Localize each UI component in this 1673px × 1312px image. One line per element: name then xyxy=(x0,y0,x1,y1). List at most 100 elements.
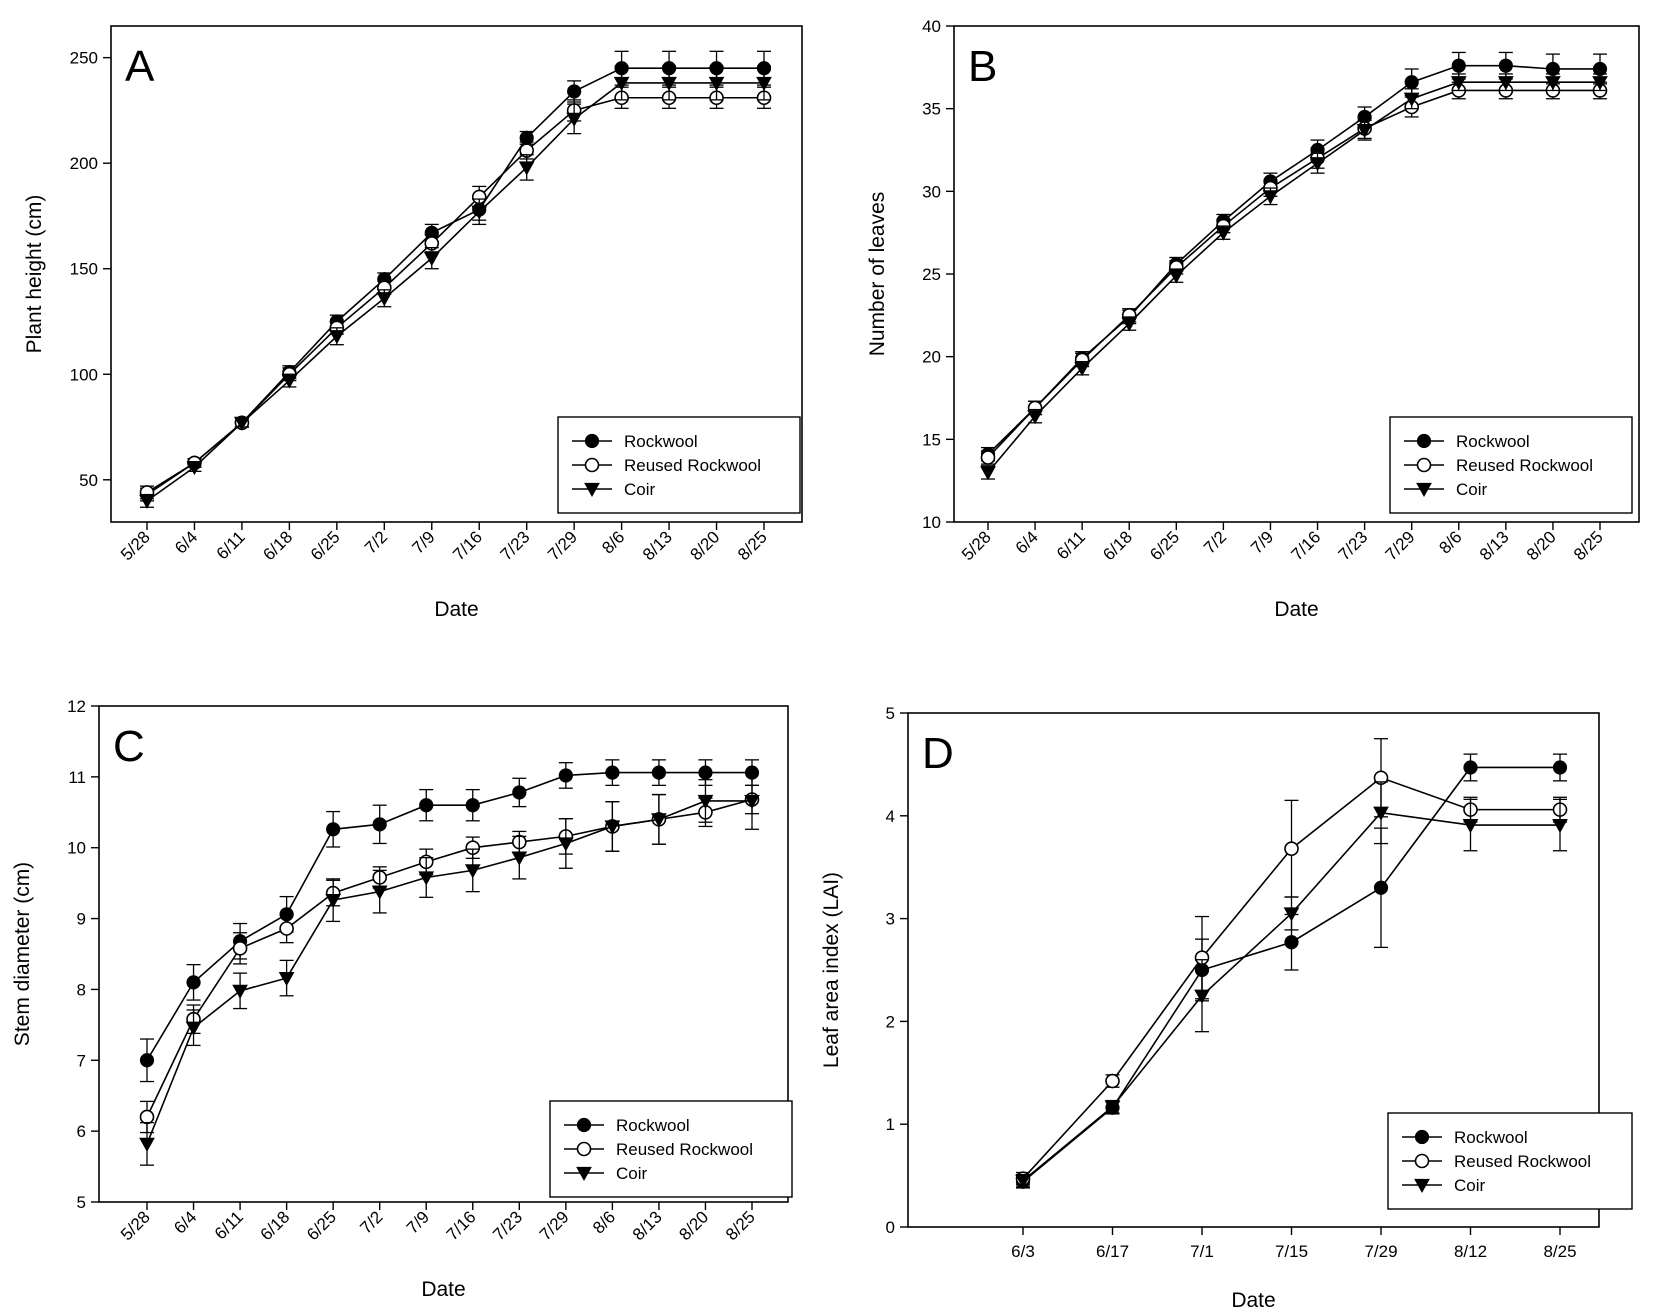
legend-marker xyxy=(1416,433,1432,449)
series-line xyxy=(987,89,1600,459)
data-point xyxy=(328,330,345,345)
x-axis-label: Date xyxy=(434,598,478,621)
data-point xyxy=(371,885,388,900)
data-point xyxy=(518,161,535,176)
legend-entry: Coir xyxy=(624,480,656,499)
x-tick-label: 7/16 xyxy=(443,1207,480,1244)
x-tick-label: 8/25 xyxy=(1543,1242,1576,1261)
data-point xyxy=(1404,75,1419,90)
data-point xyxy=(139,1109,155,1125)
x-tick-label: 6/11 xyxy=(1053,527,1089,563)
legend-marker xyxy=(576,1117,592,1133)
legend-marker xyxy=(584,433,600,449)
legend: Rockwool Reused Rockwool Coir xyxy=(549,1100,793,1198)
x-tick-label: 8/13 xyxy=(1476,527,1513,564)
series-rockwool xyxy=(139,759,760,1083)
y-tick-label: 11 xyxy=(68,768,86,787)
y-tick-label: 40 xyxy=(922,17,941,36)
legend-marker xyxy=(1414,1129,1430,1145)
data-point xyxy=(1450,76,1467,91)
y-axis-label: Leaf area index (LAI) xyxy=(820,872,843,1068)
series-coir xyxy=(1015,781,1568,1189)
panel-letter: A xyxy=(125,42,155,91)
data-point xyxy=(512,785,527,800)
y-tick-label: 9 xyxy=(77,910,86,929)
data-point xyxy=(1356,124,1373,139)
y-axis-label: Stem diameter (cm) xyxy=(11,862,34,1046)
data-point xyxy=(744,794,760,809)
data-point xyxy=(423,252,440,267)
x-tick-label: 6/4 xyxy=(1012,527,1042,557)
data-point xyxy=(1545,76,1561,91)
data-point xyxy=(1215,226,1232,241)
data-point xyxy=(418,871,435,886)
legend-entry: Rockwool xyxy=(616,1116,690,1135)
data-point xyxy=(1373,880,1389,895)
x-tick-label: 6/11 xyxy=(211,1207,247,1243)
x-tick-label: 6/3 xyxy=(1011,1242,1035,1261)
x-tick-label: 6/4 xyxy=(170,1207,200,1237)
data-point xyxy=(1284,841,1299,856)
plot-frame xyxy=(98,705,789,1203)
data-point xyxy=(278,971,295,987)
legend-entry: Coir xyxy=(1456,480,1488,499)
y-tick-label: 5 xyxy=(77,1193,86,1212)
x-tick-label: 8/12 xyxy=(1454,1242,1487,1261)
series-coir xyxy=(139,771,760,1166)
legend: Rockwool Reused Rockwool Coir xyxy=(557,416,801,514)
y-axis-label: Plant height (cm) xyxy=(23,195,46,354)
y-tick-label: 7 xyxy=(77,1051,86,1070)
data-point xyxy=(1552,760,1568,775)
x-tick-label: 7/29 xyxy=(1382,527,1419,564)
series-coir xyxy=(980,73,1608,481)
y-tick-label: 6 xyxy=(77,1122,86,1141)
data-point xyxy=(604,820,621,835)
data-point xyxy=(281,374,298,389)
x-tick-label: 8/6 xyxy=(598,527,628,557)
legend: Rockwool Reused Rockwool Coir xyxy=(1389,416,1633,514)
y-tick-label: 10 xyxy=(922,513,941,532)
x-tick-label: 7/2 xyxy=(1200,527,1230,557)
x-tick-label: 7/16 xyxy=(1288,527,1325,564)
legend-entry: Rockwool xyxy=(1456,432,1530,451)
data-point xyxy=(232,984,248,999)
x-tick-label: 7/15 xyxy=(1275,1242,1308,1261)
data-point xyxy=(558,768,573,783)
data-point xyxy=(419,798,434,813)
data-point xyxy=(1498,58,1513,73)
panel-letter: B xyxy=(968,42,997,91)
legend-marker xyxy=(1416,482,1432,498)
data-point xyxy=(1104,1100,1121,1115)
y-tick-label: 2 xyxy=(886,1012,895,1031)
data-point xyxy=(1497,76,1514,91)
y-tick-label: 8 xyxy=(77,980,86,999)
data-point xyxy=(613,76,630,92)
data-point xyxy=(1373,806,1389,821)
y-tick-label: 35 xyxy=(922,100,941,119)
data-point xyxy=(1284,935,1299,950)
chart-panel-a: 50 100 150 200 250 5/28 6/4 6/11 6/18 6/25 7/2 7/9 7… xyxy=(23,25,803,621)
y-tick-label: 200 xyxy=(70,154,98,173)
x-tick-label: 5/28 xyxy=(117,1207,154,1244)
x-tick-label: 7/9 xyxy=(408,527,438,557)
x-tick-label: 7/23 xyxy=(1335,527,1372,564)
data-point xyxy=(605,765,620,780)
x-axis-label: Date xyxy=(1274,598,1318,621)
y-tick-label: 25 xyxy=(922,265,941,284)
data-point xyxy=(471,205,488,220)
y-tick-label: 15 xyxy=(922,430,941,449)
legend-entry: Reused Rockwool xyxy=(1456,456,1593,475)
x-tick-label: 8/13 xyxy=(629,1207,666,1244)
x-tick-label: 7/16 xyxy=(449,527,486,564)
data-point xyxy=(1403,92,1420,107)
chart-panel-b: 10 15 20 25 30 35 40 5/28 6/4 6/11 6/18 6/25 7/2 7/9 7… xyxy=(866,17,1640,621)
data-point xyxy=(1552,818,1568,834)
x-tick-label: 6/4 xyxy=(171,527,201,557)
x-tick-label: 7/2 xyxy=(356,1207,386,1237)
data-point xyxy=(234,416,250,431)
series-line xyxy=(146,82,764,502)
x-tick-label: 8/20 xyxy=(1523,527,1560,564)
series-line xyxy=(987,64,1600,455)
data-point xyxy=(465,798,480,813)
x-tick-label: 8/25 xyxy=(734,527,771,564)
